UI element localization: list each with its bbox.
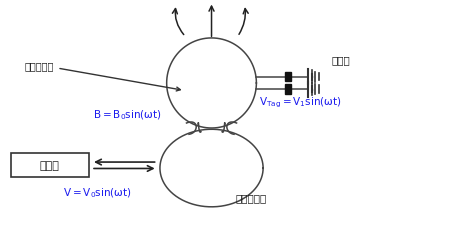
Text: $\mathregular{B = B_0sin(\omega t)}$: $\mathregular{B = B_0sin(\omega t)}$ [94, 108, 162, 121]
Bar [285, 85, 291, 94]
Text: 应答器: 应答器 [332, 55, 351, 65]
Text: $\mathregular{V = V_0sin(\omega t)}$: $\mathregular{V = V_0sin(\omega t)}$ [63, 185, 132, 199]
Text: 阅读器天线: 阅读器天线 [235, 192, 266, 202]
Text: $\mathregular{V_{Tag}}$$\mathregular{ = V_1sin(\omega t)}$: $\mathregular{V_{Tag}}$$\mathregular{ = … [259, 95, 342, 110]
Text: 阅读器: 阅读器 [40, 160, 60, 170]
Bar [11, 153, 89, 177]
Text: 应答器天线: 应答器天线 [25, 61, 181, 91]
Bar [285, 73, 291, 82]
